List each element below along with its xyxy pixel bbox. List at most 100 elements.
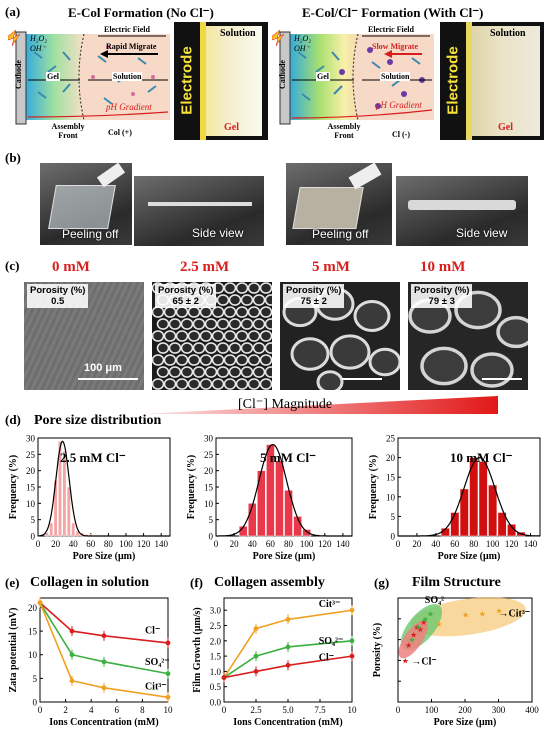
y-axis-label: Frequency (%) [8, 455, 19, 520]
histogram-bar [71, 522, 76, 537]
slow-migrate-label: Slow Migrate [372, 42, 418, 51]
data-point [349, 638, 355, 644]
data-point [101, 685, 107, 691]
series-label: Cl⁻ [319, 653, 334, 664]
x-tick-label: 80 [104, 539, 114, 549]
histogram-5mM: 0 5 10 15 20 25 30 0 20 40 60 80 100 120 140 Pore Size … [186, 434, 353, 562]
chart-film-structure: 0 100 200 300 400 Pore Size (μm) Porosity (%) ★… [372, 595, 539, 728]
x-tick-label: 0 [222, 705, 227, 715]
scatter-point: ★ [422, 615, 429, 624]
x-tick-label: 7.5 [314, 705, 326, 715]
y-tick-label: 0 [209, 532, 214, 542]
conc-0: 0 mM [52, 259, 90, 275]
y-tick-label: 20 [28, 603, 38, 613]
y-tick-label: 25 [204, 450, 214, 460]
plot-frame [397, 437, 541, 537]
series-line [39, 602, 169, 675]
data-point [69, 628, 75, 634]
plot-frame [39, 597, 169, 703]
x-tick-label: 120 [318, 539, 332, 549]
x-axis-label: Ions Concentration (mM) [233, 717, 342, 728]
electrode-photo-left: Electrode Solution Gel [174, 22, 268, 140]
y-axis-label: Film Growth (μm/s) [192, 607, 203, 692]
cl-label: →Cl⁻ [411, 657, 436, 668]
scatter-point: ★ [427, 610, 434, 619]
x-tick-label: 0 [396, 539, 401, 549]
histogram-bar [488, 484, 498, 537]
data-point [221, 675, 227, 680]
h2o2-label: H₂O₂ [30, 34, 48, 43]
porosity-value-0: 0.5 [51, 296, 65, 307]
col-plus-label: Col (+) [108, 128, 132, 137]
histogram-bar [275, 460, 284, 537]
y-tick-label: 1.5 [210, 652, 222, 662]
x-axis-label: Pore Size (μm) [438, 551, 501, 562]
y-tick-label: 2.0 [210, 636, 222, 646]
histogram-bar [478, 461, 488, 537]
y-tick-label: 5 [391, 512, 396, 522]
x-tick-label: 100 [486, 539, 500, 549]
y-tick-label: 0.0 [210, 698, 222, 708]
x-tick-label: 0 [214, 539, 219, 549]
x-tick-label: 4 [89, 705, 94, 715]
x-tick-label: 200 [458, 705, 472, 715]
data-point [285, 662, 291, 668]
so4-label: SO₄²⁻ [425, 595, 450, 606]
scatter-point: ★ [413, 623, 420, 632]
x-tick-label: 2.5 [250, 705, 262, 715]
scatter-point: ★ [405, 641, 412, 650]
x-tick-label: 80 [284, 539, 294, 549]
oh-label-right: OH⁻ [294, 44, 310, 53]
gel-label-right: Gel [316, 72, 330, 81]
panel-a-label: (a) [5, 4, 21, 19]
panel-g-title: Film Structure [412, 575, 501, 590]
data-point [165, 694, 171, 700]
x-tick-label: 40 [69, 539, 79, 549]
histogram-bar [497, 512, 507, 537]
schematic-with-cl-drawing [271, 29, 434, 125]
y-tick-label: 10 [386, 492, 396, 502]
porosity-box-0: Porosity (%) 0.5 [27, 284, 89, 308]
rapid-migrate-label: Rapid Migrate [106, 42, 157, 51]
electrode-label-right: Electrode [444, 46, 462, 115]
cl-cluster [398, 620, 428, 659]
data-point [101, 633, 107, 639]
x-tick-label: 20 [230, 539, 240, 549]
porosity-value-2-5: 65 ± 2 [172, 296, 199, 307]
data-point [253, 626, 259, 631]
sem-image-2-5mM: Porosity (%) 65 ± 2 [152, 282, 272, 390]
data-point [37, 600, 43, 606]
ph-gradient-label: pH Gradient [106, 102, 152, 112]
histogram-legend: 2.5 mM Cl⁻ [60, 450, 126, 465]
photo-gel-label-right: Gel [498, 122, 513, 133]
series-line [223, 609, 353, 678]
y-tick-label: 30 [26, 434, 36, 444]
x-tick-label: 20 [51, 539, 61, 549]
side-view-photo-right: Side view [396, 176, 528, 246]
scatter-point: ★ [410, 630, 417, 639]
sem-pores-2-5 [152, 282, 272, 390]
side-view-caption-left: Side view [192, 226, 244, 240]
x-tick-label: 0 [396, 705, 401, 715]
porosity-value-10: 79 ± 3 [428, 296, 455, 307]
series-label: SO₄²⁻ [145, 657, 170, 668]
series-line [39, 602, 169, 644]
scatter-point: ★ [496, 606, 503, 615]
x-tick-label: 120 [505, 539, 519, 549]
y-tick-label: 0.5 [210, 682, 222, 692]
panel-b-label: (b) [5, 150, 21, 165]
x-tick-label: 140 [154, 539, 168, 549]
y-tick-label: 5 [209, 515, 214, 525]
series-line [223, 640, 353, 679]
electrode-photo-right: Electrode Solution Gel [440, 22, 544, 140]
photo-solution-label-left: Solution [220, 28, 256, 39]
y-tick-label: 30 [204, 434, 214, 444]
series-label: Cl⁻ [145, 625, 160, 636]
y-axis-label: Frequency (%) [368, 455, 379, 520]
y-axis-label: Zata potential (mV) [8, 608, 19, 693]
histogram-10mM: 0 5 10 15 20 25 0 20 40 60 80 100 120 140 Pore Size (μ… [368, 434, 541, 562]
chart-film-growth: 0.0 0.5 1.0 1.5 2.0 2.5 3.0 0 2.5 5.0 7.5 10 Ions Co… [192, 597, 357, 728]
cathode-label: Cathode [13, 60, 23, 89]
histogram-bar [66, 486, 71, 537]
panel-c-label: (c) [5, 258, 20, 273]
